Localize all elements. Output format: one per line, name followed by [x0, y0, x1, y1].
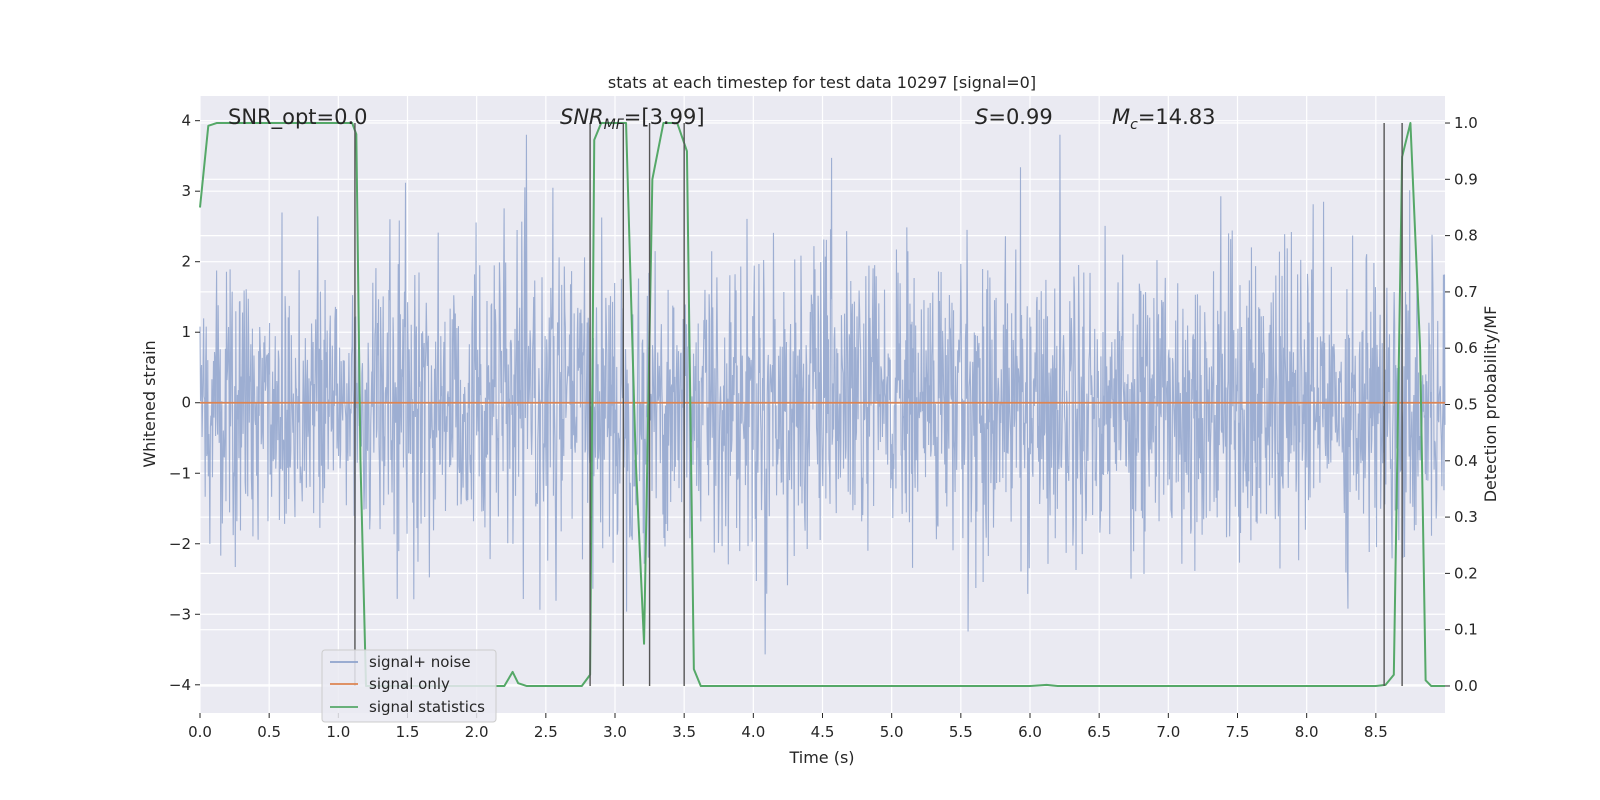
x-tick-label-15: 7.5 — [1226, 723, 1250, 741]
noise-trace — [199, 134, 1446, 655]
y-tick-label-right-6: 0.6 — [1454, 339, 1478, 357]
y-tick-label-left-0: −4 — [169, 676, 191, 694]
y-tick-label-right-3: 0.3 — [1454, 508, 1478, 526]
chart-title: stats at each timestep for test data 102… — [608, 73, 1036, 92]
x-tick-label-14: 7.0 — [1156, 723, 1180, 741]
annotation-snr-mf: SNRMF=[3.99] — [560, 105, 705, 133]
annotation-mc: Mc=14.83 — [1112, 105, 1216, 133]
x-tick-label-12: 6.0 — [1018, 723, 1042, 741]
x-tick-label-17: 8.5 — [1364, 723, 1388, 741]
x-tick-label-5: 2.5 — [534, 723, 558, 741]
annotation-mc-value: =14.83 — [1138, 105, 1216, 129]
y-tick-label-left-2: −2 — [169, 535, 191, 553]
y-tick-label-left-6: 2 — [181, 253, 191, 271]
x-axis-label: Time (s) — [788, 748, 854, 767]
y-tick-label-right-7: 0.7 — [1454, 283, 1478, 301]
x-tick-label-7: 3.5 — [672, 723, 696, 741]
x-tick-label-3: 1.5 — [396, 723, 420, 741]
annotation-snr-mf-main: SNR — [560, 105, 604, 129]
x-tick-label-9: 4.5 — [811, 723, 835, 741]
legend-label-signal-noise: signal+ noise — [369, 653, 471, 671]
series-signal-statistics — [199, 122, 1445, 687]
legend-label-signal-only: signal only — [369, 675, 450, 693]
annotation-mc-main: M — [1112, 105, 1130, 129]
y-tick-label-right-5: 0.5 — [1454, 396, 1478, 414]
y-tick-label-right-4: 0.4 — [1454, 452, 1478, 470]
y-tick-label-left-8: 4 — [181, 112, 191, 130]
y-tick-label-right-9: 0.9 — [1454, 170, 1478, 188]
y-tick-label-right-10: 1.0 — [1454, 114, 1478, 132]
y-axis-label-left: Whitened strain — [140, 340, 159, 467]
x-tick-label-4: 2.0 — [465, 723, 489, 741]
x-tick-label-2: 1.0 — [326, 723, 350, 741]
annotation-s: S=0.99 — [975, 105, 1053, 129]
series-signal-noise — [199, 134, 1446, 655]
x-tick-label-8: 4.0 — [741, 723, 765, 741]
y-tick-label-left-4: 0 — [181, 394, 191, 412]
y-tick-label-right-1: 0.1 — [1454, 621, 1478, 639]
y-tick-label-left-5: 1 — [181, 323, 191, 341]
y-tick-label-right-2: 0.2 — [1454, 564, 1478, 582]
y-tick-label-left-3: −1 — [169, 464, 191, 482]
y-axis-label-right: Detection probability/MF — [1481, 306, 1500, 503]
x-tick-label-10: 5.0 — [880, 723, 904, 741]
x-tick-label-6: 3.0 — [603, 723, 627, 741]
legend-label-signal-statistics: signal statistics — [369, 698, 485, 716]
y-tick-label-right-0: 0.0 — [1454, 677, 1478, 695]
annotation-s-symbol: S — [975, 105, 988, 129]
annotation-snr-opt: SNR_opt=0.0 — [228, 105, 368, 130]
y-tick-label-left-7: 3 — [181, 182, 191, 200]
y-tick-label-left-1: −3 — [169, 605, 191, 623]
x-tick-label-11: 5.5 — [949, 723, 973, 741]
x-tick-label-0: 0.0 — [188, 723, 212, 741]
annotation-s-value: =0.99 — [988, 105, 1052, 129]
signal-statistics-line — [199, 122, 1445, 687]
y-tick-label-right-8: 0.8 — [1454, 227, 1478, 245]
x-tick-label-13: 6.5 — [1087, 723, 1111, 741]
annotation-snr-mf-sub: MF — [604, 117, 625, 133]
annotation-mc-sub: c — [1130, 117, 1138, 133]
x-tick-label-1: 0.5 — [257, 723, 281, 741]
legend: signal+ noise signal only signal statist… — [321, 649, 497, 723]
annotation-snr-mf-value: =[3.99] — [624, 105, 705, 129]
legend-box — [321, 649, 497, 723]
tick-labels: 0.0 0.5 1.0 1.5 2.0 2.5 3.0 3.5 4.0 4.5 5.0 5.5 6.0 6… — [169, 112, 1478, 741]
x-tick-label-16: 8.0 — [1295, 723, 1319, 741]
vertical-markers — [354, 123, 1403, 686]
